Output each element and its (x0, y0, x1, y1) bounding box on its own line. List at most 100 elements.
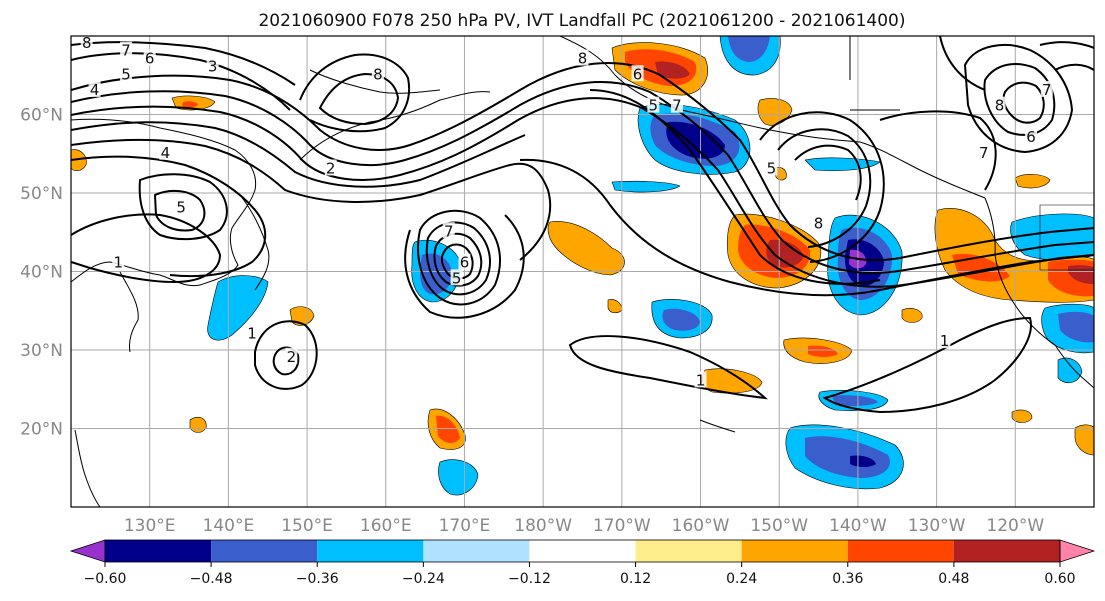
contour-line (1039, 41, 1094, 49)
contour-line (939, 36, 986, 91)
blob-negative (1010, 213, 1094, 261)
gridlines (71, 36, 1094, 507)
contour-label: 3 (208, 57, 218, 75)
colorbar-bin (529, 540, 636, 562)
colorbar-tick-label: −0.24 (402, 571, 445, 587)
colorbar-bin (741, 540, 848, 562)
colorbar-tick-label: 0.48 (938, 571, 969, 587)
blob-positive (289, 306, 315, 326)
blob-positive (1074, 424, 1094, 456)
contour-line (417, 209, 501, 306)
contour-label-bg (143, 49, 156, 66)
blob-positive (71, 149, 87, 171)
figure-title: 2021060900 F078 250 hPa PV, IVT Landfall… (258, 11, 905, 31)
coastlines (71, 36, 1094, 507)
blob-negative (438, 459, 479, 496)
contour-label-bg (112, 253, 125, 270)
blob-positive (547, 221, 625, 276)
coastline-asia (71, 118, 257, 287)
blob-positive (189, 416, 207, 433)
colorbar-bin (105, 540, 212, 562)
contour-label-bg (80, 36, 93, 50)
blob-positive (436, 415, 460, 444)
contour-label: 1 (696, 371, 706, 389)
contour-line (71, 41, 296, 86)
contour-label: 6 (460, 254, 470, 272)
contour-label-bg (647, 96, 660, 113)
contour-label-bg (175, 198, 188, 215)
contour-label-bg (245, 324, 258, 341)
colorbar-tick-label: −0.36 (296, 571, 339, 587)
contour-label-bg (324, 159, 337, 176)
coastline-north-america-west (984, 197, 1094, 389)
contour-label-bg (938, 332, 951, 349)
contour-line (153, 189, 206, 232)
contour-label-bg (993, 96, 1006, 113)
longitude-tick-label: 140°W (829, 516, 887, 536)
contour-label: 7 (1042, 81, 1052, 99)
colorbar-bin (847, 540, 954, 562)
contour-label-bg (120, 41, 133, 58)
longitude-axis: 130°E 140°E 150°E 160°E 170°E 180°W 170°W 160°W… (124, 516, 1045, 536)
contour-label: 6 (633, 65, 643, 83)
blob-negative (611, 180, 681, 193)
coastline-siberia (309, 69, 441, 94)
contour-label: 4 (90, 81, 100, 99)
colorbar-tick-label: 0.36 (832, 571, 863, 587)
contour-line (777, 128, 872, 248)
blob-negative (207, 275, 269, 341)
contour-line (71, 155, 267, 278)
blob-negative (832, 395, 878, 406)
longitude-tick-label: 180°W (514, 516, 572, 536)
positive-anomalies (71, 42, 1094, 456)
colorbar-tick-label: −0.12 (508, 571, 551, 587)
latitude-axis: 60°N 50°N 40°N 30°N 20°N (20, 106, 63, 440)
blob-positive (655, 61, 690, 79)
contour-label-bg (812, 214, 825, 231)
longitude-tick-label: 170°E (439, 516, 491, 536)
contour-label: 8 (578, 50, 588, 68)
blob-negative (805, 436, 890, 478)
contour-label-bg (576, 49, 589, 66)
longitude-tick-label: 130°W (908, 516, 966, 536)
longitude-tick-label: 150°W (750, 516, 808, 536)
contour-label: 5 (767, 159, 777, 177)
coastline-hawaii (699, 419, 736, 433)
contour-line (318, 72, 400, 126)
colorbar-tick-label: 0.60 (1044, 571, 1075, 587)
longitude-tick-label: 160°E (360, 516, 412, 536)
colorbar-bin (635, 540, 742, 562)
contour-line (983, 63, 1056, 136)
longitude-tick-label: 130°E (124, 516, 176, 536)
colorbar: −0.60 −0.48 −0.36 −0.24 −0.12 0.12 0.24 0.36 0.4… (69, 539, 1096, 587)
contour-line (963, 44, 1074, 154)
blob-positive (1014, 174, 1051, 189)
contour-line (404, 214, 525, 319)
ivt-shading (71, 36, 1094, 496)
contour-label: 8 (995, 97, 1005, 115)
contour-label-bg (88, 80, 101, 97)
coastline-korea (119, 271, 139, 353)
blob-positive (808, 345, 838, 357)
colorbar-tick-label: 0.24 (726, 571, 757, 587)
colorbar-extend-max (1059, 539, 1096, 563)
contour-line (71, 121, 526, 188)
contour-line (794, 144, 862, 201)
contour-line (272, 346, 300, 376)
contour-line (299, 53, 410, 133)
contour-line (254, 320, 318, 390)
colorbar-bin (953, 540, 1060, 562)
contour-line (1054, 63, 1094, 71)
contour-label: 2 (326, 159, 336, 177)
latitude-tick-label: 30°N (20, 341, 63, 361)
longitude-tick-label: 120°W (986, 516, 1044, 536)
coastline-japan (239, 194, 270, 291)
contour-label: 2 (287, 348, 297, 366)
latitude-tick-label: 60°N (20, 106, 63, 126)
blob-negative (1057, 357, 1083, 384)
contour-label: 8 (82, 34, 92, 52)
coastline-philippines (74, 429, 101, 507)
longitude-tick-label: 140°E (203, 516, 255, 536)
